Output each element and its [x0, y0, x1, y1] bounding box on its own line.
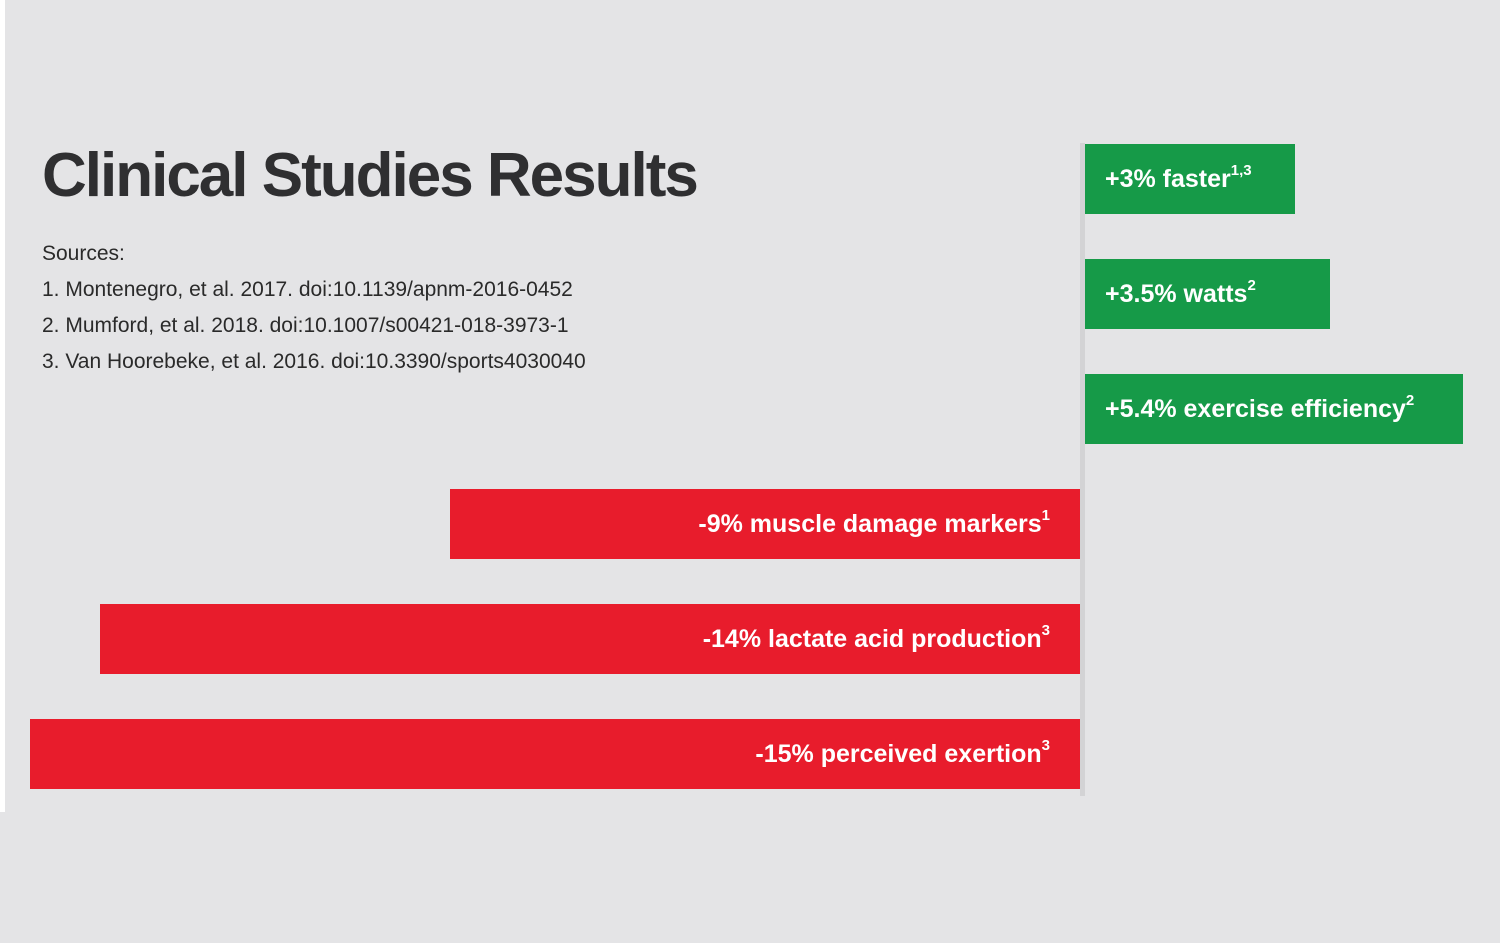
bar-watts: +3.5% watts2 [1085, 259, 1330, 329]
bar-lactate-acid-production: -14% lactate acid production3 [100, 604, 1080, 674]
bar-label: +3% faster1,3 [1105, 162, 1252, 193]
source-item-1: 1. Montenegro, et al. 2017. doi:10.1139/… [42, 278, 573, 301]
bar-perceived-exertion: -15% perceived exertion3 [30, 719, 1080, 789]
axis-line [1080, 143, 1085, 796]
bar-label: -15% perceived exertion3 [755, 737, 1050, 768]
bar-superscript: 2 [1405, 392, 1415, 410]
bar-superscript: 3 [1041, 737, 1050, 755]
bar-label: -14% lactate acid production3 [702, 622, 1050, 653]
source-item-2: 2. Mumford, et al. 2018. doi:10.1007/s00… [42, 314, 569, 337]
bar-superscript: 3 [1041, 622, 1050, 640]
bar-label: -9% muscle damage markers1 [698, 507, 1050, 538]
bar-faster: +3% faster1,3 [1085, 144, 1295, 214]
source-item-3: 3. Van Hoorebeke, et al. 2016. doi:10.33… [42, 350, 586, 373]
page-title: Clinical Studies Results [42, 141, 699, 210]
bar-superscript: 1,3 [1230, 162, 1252, 180]
bar-superscript: 1 [1041, 507, 1050, 525]
sources-block: Sources: 1. Montenegro, et al. 2017. doi… [42, 236, 586, 380]
sources-heading: Sources: [42, 242, 125, 265]
bar-label: +5.4% exercise efficiency2 [1105, 392, 1415, 423]
left-edge-white-strip [0, 0, 5, 812]
bar-muscle-damage-markers: -9% muscle damage markers1 [450, 489, 1080, 559]
bar-exercise-efficiency: +5.4% exercise efficiency2 [1085, 374, 1463, 444]
bar-superscript: 2 [1247, 277, 1256, 295]
bar-label: +3.5% watts2 [1105, 277, 1256, 308]
